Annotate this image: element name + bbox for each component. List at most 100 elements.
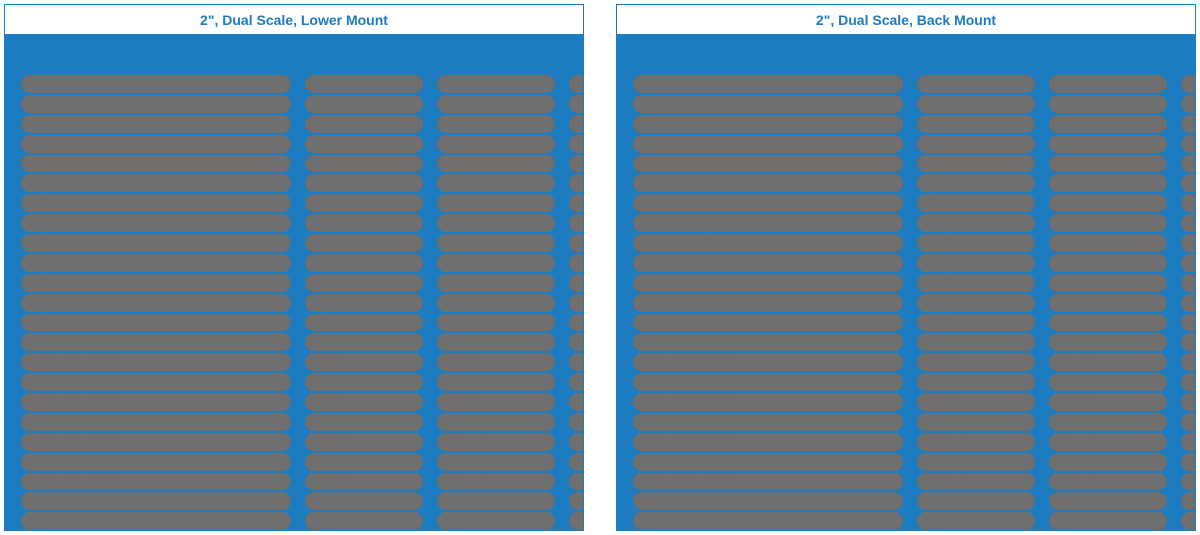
table-cell: 15/120°F	[437, 155, 555, 173]
table-cell: -30/120°F	[437, 115, 555, 133]
table-cell: 314DA-254D-11B000	[633, 294, 903, 312]
table-cell: -40/160°F	[437, 75, 555, 93]
table-cell: 1	[1181, 194, 1195, 212]
table-cell: 5	[1181, 314, 1195, 332]
table-cell: 2	[1181, 294, 1195, 312]
table-cell: 0/300°C	[305, 353, 423, 371]
table-cell: -10/50°C	[305, 155, 423, 173]
table-cell: 32/250°F	[437, 254, 555, 272]
table-cell: 314DA-254D-01B000	[633, 95, 903, 113]
table-cell: 314DA-254D-16L000	[21, 393, 291, 411]
table-cell: 0/160°C	[917, 294, 1035, 312]
table-cell: 314DA-254D-05B000	[633, 174, 903, 192]
table-cell: 314DA-254D-19L000	[21, 453, 291, 471]
table-cell: 314DA-254D-19B000	[633, 453, 903, 471]
table-cell: 32/1110°F	[1049, 413, 1167, 431]
table-cell: 314DA-254D-08B000	[633, 234, 903, 252]
table-cell: 5	[569, 492, 583, 510]
table-cell: 0/120°C	[305, 254, 423, 272]
table-cell: 314DA-254D-22L000	[21, 512, 291, 530]
table-cell: 314DA-254D-18B000	[633, 433, 903, 451]
table-cell: 32/320°F	[437, 294, 555, 312]
table-cell: 2	[569, 254, 583, 272]
table-cell: 2	[569, 95, 583, 113]
table-cell: 1	[569, 155, 583, 173]
col-range-c: -40/70°C-40/100°C-35/50°C-20/60°C-10/50°…	[305, 75, 423, 530]
col-part: 314DA-254D-00B000314DA-254D-01B000314DA-…	[633, 75, 903, 530]
table-cell: 0/500°C	[917, 393, 1035, 411]
table-cell: 32/750°F	[437, 373, 555, 391]
table-cell: 1	[569, 135, 583, 153]
table-cell: 5	[1181, 453, 1195, 471]
table-cell: -40/70°C	[305, 75, 423, 93]
table-cell: 314DA-254D-22B000	[633, 512, 903, 530]
table-cell: 314DA-254D-10L000	[21, 274, 291, 292]
table-cell: 210/930°F	[1049, 492, 1167, 510]
table-cell: 314DA-254D-11L000	[21, 294, 291, 312]
table-cell: 314DA-254D-14B000	[633, 353, 903, 371]
table-cell: 32/140°F	[1049, 194, 1167, 212]
table-cell: 0/100°C	[305, 234, 423, 252]
table-cell: 314DA-254D-02L000	[21, 115, 291, 133]
table-cell: 10	[569, 413, 583, 431]
table-cell: 120/750°F	[1049, 473, 1167, 491]
table-cell: 2	[1181, 174, 1195, 192]
table-cell: -5/140°F	[1049, 135, 1167, 153]
table-cell: 5	[1181, 353, 1195, 371]
panel-title: 2", Dual Scale, Back Mount	[816, 12, 996, 28]
table-cell: 0/100°C	[917, 234, 1035, 252]
table-cell: 5	[569, 453, 583, 471]
table-cell: 0/300°C	[917, 353, 1035, 371]
table-cell: 32/320°F	[1049, 294, 1167, 312]
table-cell: -40/100°C	[305, 95, 423, 113]
table-cell: -5/140°F	[437, 135, 555, 153]
table-cell: 32/400°F	[437, 314, 555, 332]
table-cell: 1	[1181, 135, 1195, 153]
table-cell: 32/140°F	[437, 194, 555, 212]
table-cell: -40/100°C	[917, 95, 1035, 113]
table-cell: 314DA-254D-09B000	[633, 254, 903, 272]
table-cell: 0/80°C	[305, 214, 423, 232]
table-cell: 1	[1181, 115, 1195, 133]
table-cell: 0/60°C	[917, 194, 1035, 212]
table-cell: -20/60°C	[917, 135, 1035, 153]
table-cell: 314DA-254D-13L000	[21, 333, 291, 351]
table-cell: 314DA-254D-09L000	[21, 254, 291, 272]
table-cell: 1	[569, 234, 583, 252]
table-cell: 314DA-254D-20B000	[633, 473, 903, 491]
table-cell: 0/200°C	[305, 314, 423, 332]
table-cell: -40/160°F	[1049, 75, 1167, 93]
table-cell: 314DA-254D-06L000	[21, 194, 291, 212]
table-cell: 314DA-254D-15B000	[633, 373, 903, 391]
table-cell: 32/210°F	[1049, 234, 1167, 252]
table-cell: 314DA-254D-20L000	[21, 473, 291, 491]
table-cell: 5	[1181, 433, 1195, 451]
table-cell: 5	[569, 433, 583, 451]
table-cell: 314DA-254D-10B000	[633, 274, 903, 292]
table-cell: 200/600°C	[917, 512, 1035, 530]
table-cell: 314DA-254D-07L000	[21, 214, 291, 232]
table-cell: 314DA-254D-17B000	[633, 413, 903, 431]
table-cell: 0/120°C	[917, 254, 1035, 272]
table-cell: 2	[569, 294, 583, 312]
table-cell: 5	[569, 353, 583, 371]
table-cell: 5	[569, 473, 583, 491]
col-range-c: -40/70°C-40/100°C-35/50°C-20/60°C-10/50°…	[917, 75, 1035, 530]
table-cell: 32/750°F	[1049, 373, 1167, 391]
table-cell: 32/250°F	[1049, 254, 1167, 272]
table-cell: -40/210°F	[437, 95, 555, 113]
col-div: 12111211122255551010555510	[569, 75, 583, 530]
table-cell: 100/500°C	[917, 492, 1035, 510]
table-cell: 5	[569, 373, 583, 391]
table-cell: 314DA-254D-21B000	[633, 492, 903, 510]
table-cell: 1	[569, 115, 583, 133]
table-cell: 50/300°C	[917, 433, 1035, 451]
table-cell: 32/480°F	[1049, 333, 1167, 351]
table-cell: -40/210°F	[1049, 95, 1167, 113]
table-cell: 32/930°F	[1049, 393, 1167, 411]
table-cell: 1	[569, 194, 583, 212]
table-cell: -20/60°C	[305, 135, 423, 153]
table-cell: 0/160°C	[305, 294, 423, 312]
table-cell: 0/250°C	[917, 333, 1035, 351]
table-cell: 0/200°C	[917, 314, 1035, 332]
